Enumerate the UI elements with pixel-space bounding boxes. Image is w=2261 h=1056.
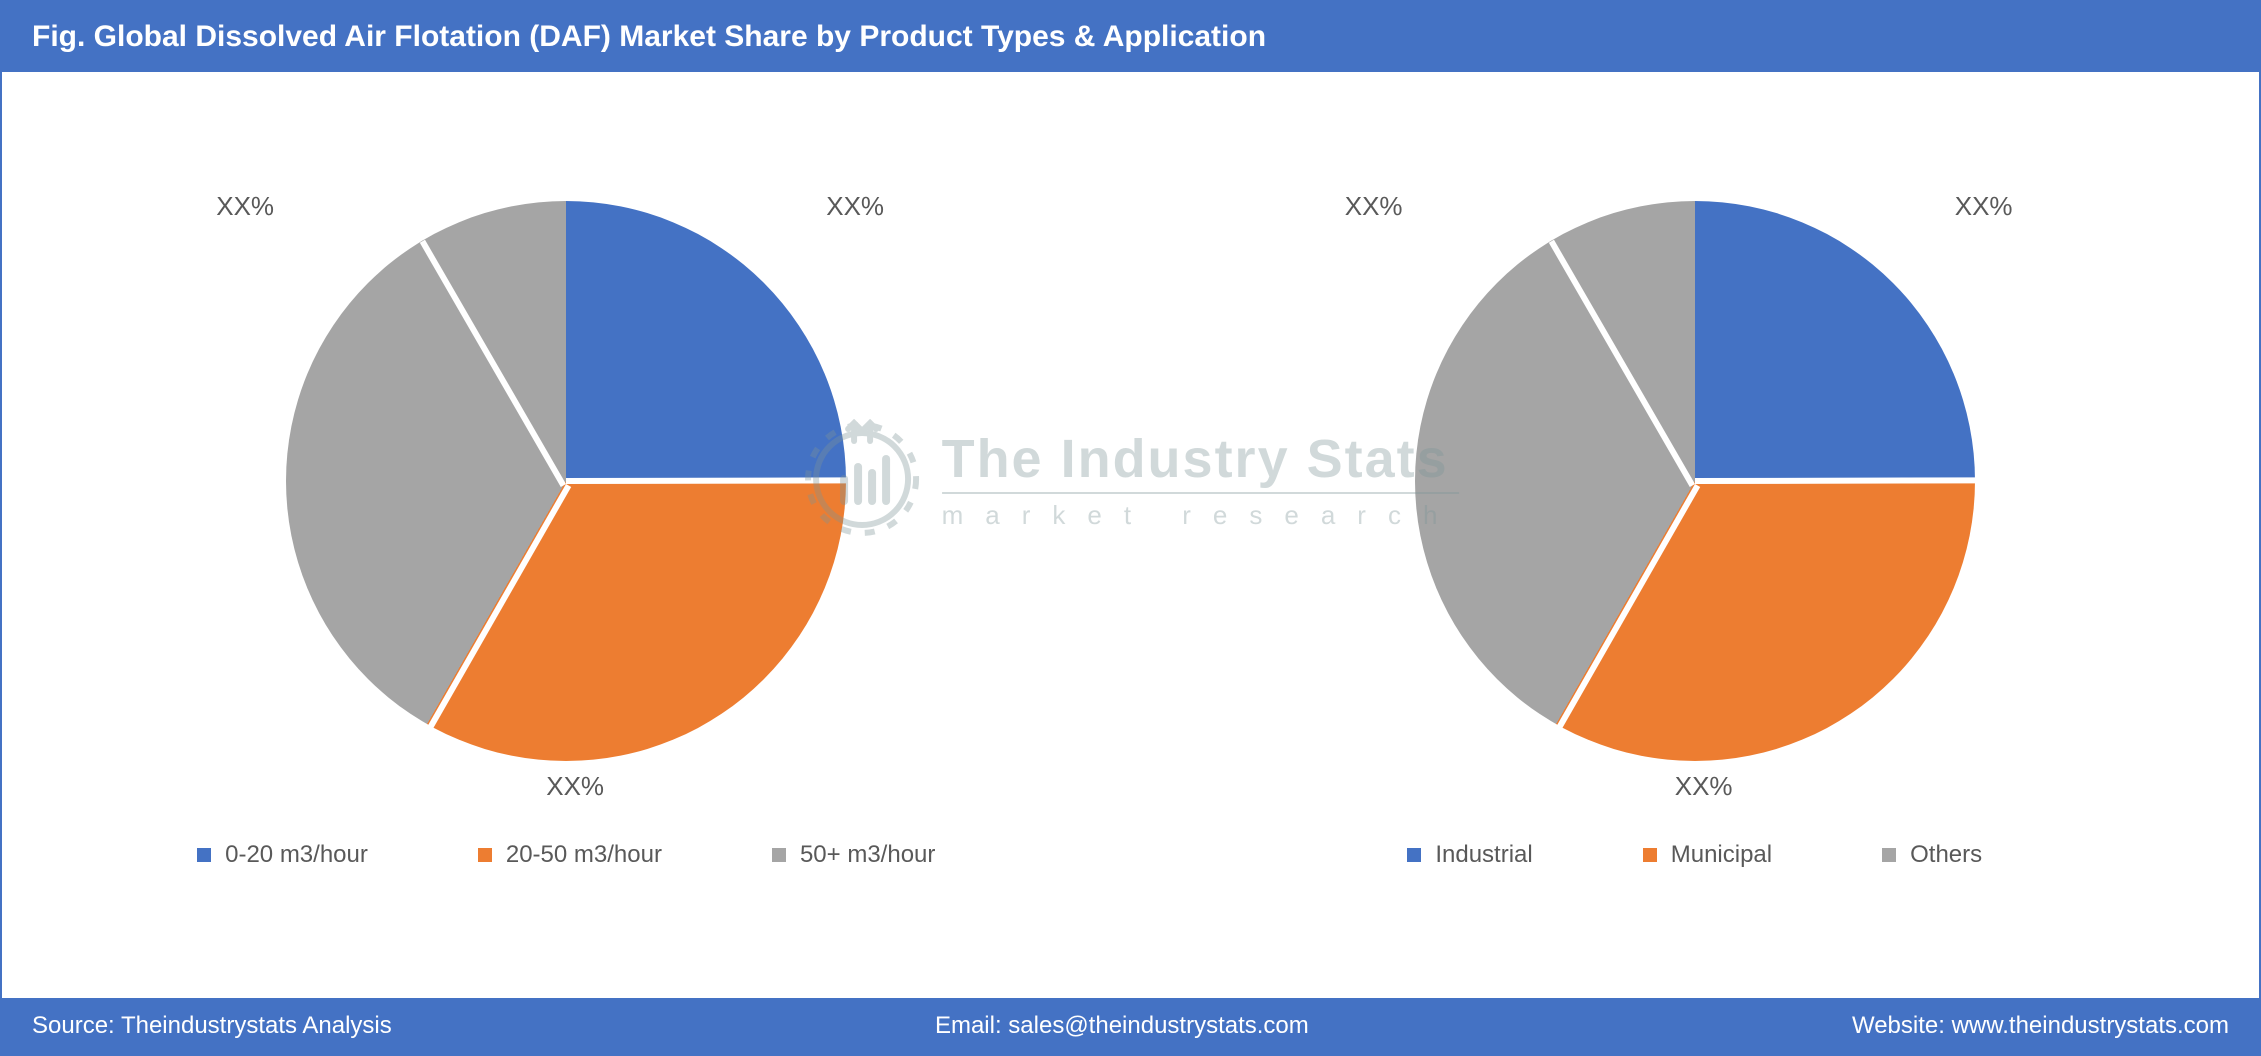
chart-header: Fig. Global Dissolved Air Flotation (DAF… — [2, 2, 2259, 72]
legend-swatch — [1643, 848, 1657, 862]
pie-chart-right — [1415, 201, 1975, 761]
pie-slice-pct-label: XX% — [826, 191, 884, 222]
legend-swatch — [478, 848, 492, 862]
legend-item: Others — [1882, 841, 1982, 869]
chart-panel-right: XX% XX% XX% Industrial Municipal Others — [1131, 72, 2260, 998]
footer-source: Source: Theindustrystats Analysis — [32, 1012, 392, 1040]
chart-area: XX% XX% XX% 0-20 m3/hour 20-50 m3/hour 5… — [2, 72, 2259, 998]
legend-item: 50+ m3/hour — [772, 841, 935, 869]
footer-website: Website: www.theindustrystats.com — [1852, 1012, 2229, 1040]
legend-item: Municipal — [1643, 841, 1772, 869]
pie-wrap-left: XX% XX% XX% — [286, 201, 846, 761]
legend-label: 0-20 m3/hour — [225, 841, 368, 869]
legend-swatch — [1882, 848, 1896, 862]
legend-swatch — [197, 848, 211, 862]
pie-chart-left — [286, 201, 846, 761]
legend-label: Municipal — [1671, 841, 1772, 869]
legend-label: Industrial — [1435, 841, 1532, 869]
legend-right: Industrial Municipal Others — [1407, 841, 1982, 869]
pie-wrap-right: XX% XX% XX% — [1415, 201, 1975, 761]
footer-email: Email: sales@theindustrystats.com — [935, 1012, 1309, 1040]
pie-slice-pct-label: XX% — [546, 771, 604, 802]
legend-item: 0-20 m3/hour — [197, 841, 368, 869]
pie-slice-pct-label: XX% — [216, 191, 274, 222]
pie-slice-pct-label: XX% — [1675, 771, 1733, 802]
chart-container: Fig. Global Dissolved Air Flotation (DAF… — [0, 0, 2261, 1056]
legend-item: 20-50 m3/hour — [478, 841, 662, 869]
legend-label: Others — [1910, 841, 1982, 869]
chart-title: Fig. Global Dissolved Air Flotation (DAF… — [32, 20, 1266, 53]
pie-slice-pct-label: XX% — [1955, 191, 2013, 222]
legend-label: 50+ m3/hour — [800, 841, 935, 869]
legend-swatch — [772, 848, 786, 862]
chart-panel-left: XX% XX% XX% 0-20 m3/hour 20-50 m3/hour 5… — [2, 72, 1131, 998]
legend-label: 20-50 m3/hour — [506, 841, 662, 869]
legend-left: 0-20 m3/hour 20-50 m3/hour 50+ m3/hour — [197, 841, 935, 869]
legend-swatch — [1407, 848, 1421, 862]
pie-slice-pct-label: XX% — [1345, 191, 1403, 222]
legend-item: Industrial — [1407, 841, 1532, 869]
chart-footer: Source: Theindustrystats Analysis Email:… — [2, 998, 2259, 1054]
